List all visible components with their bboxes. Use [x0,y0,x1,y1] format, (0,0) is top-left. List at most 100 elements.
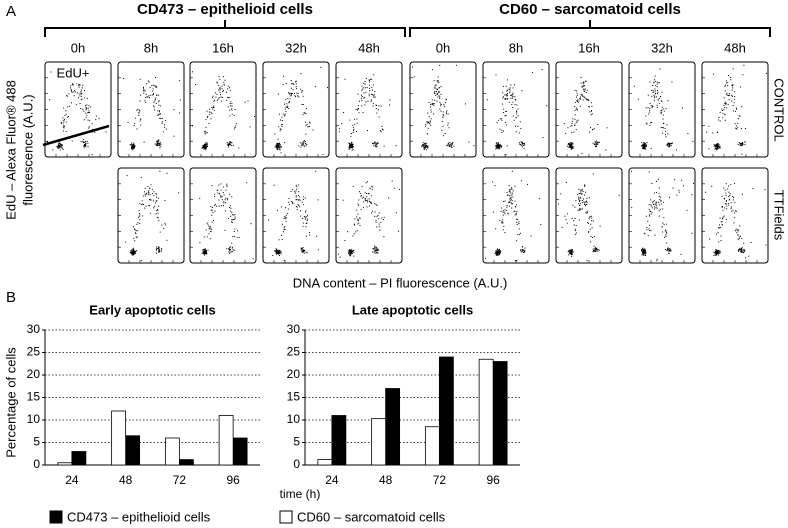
event-dot [412,66,413,68]
event-dot [646,123,648,125]
event-dot [745,128,746,130]
flow-panel [262,61,330,158]
event-dot [366,193,368,194]
event-dot [434,85,436,87]
event-dot [668,144,670,146]
event-dot [143,86,144,88]
event-dot [654,75,656,77]
event-dot [507,213,509,215]
event-dot [515,206,517,208]
event-dot [606,127,608,129]
event-dot [643,146,645,148]
event-dot [145,205,147,207]
event-dot [141,200,143,202]
event-dot [668,143,670,145]
event-dot [592,220,594,222]
event-dot [502,214,504,216]
event-dot [87,119,89,121]
event-dot [513,84,515,86]
event-dot [715,255,717,257]
event-dot [348,253,350,255]
event-dot [155,200,157,202]
event-dot [85,143,87,145]
event-dot [654,88,656,90]
event-dot [719,217,721,219]
event-dot [705,191,707,193]
event-dot [570,250,572,252]
event-dot [159,105,161,107]
event-dot [192,125,193,127]
event-dot [87,112,89,114]
event-dot [359,191,360,193]
event-dot [740,250,742,252]
event-dot [649,230,651,231]
event-dot [492,211,494,213]
event-dot [80,99,82,101]
event-dot [737,238,739,240]
event-dot [277,138,279,140]
event-dot [507,212,509,214]
x-tick-label: 72 [173,473,187,487]
event-dot [730,76,732,78]
event-dot [50,71,52,73]
event-dot [161,224,163,226]
event-dot [160,145,162,147]
event-dot [129,144,131,146]
event-dot [504,209,506,211]
event-dot [211,185,213,187]
flow-panel [701,61,769,158]
event-dot [218,184,220,186]
event-dot [596,140,598,142]
event-dot [731,84,733,86]
event-dot [283,75,285,77]
event-dot [349,251,351,253]
event-dot [138,109,140,111]
event-dot [674,179,676,181]
event-dot [646,142,648,144]
event-dot [644,142,646,144]
event-dot [642,147,644,149]
event-dot [506,95,508,97]
event-dot [74,90,76,92]
event-dot [654,208,656,210]
event-dot [590,241,591,243]
event-dot [503,201,505,202]
event-dot [717,144,719,146]
event-dot [338,131,340,133]
event-dot [285,214,287,216]
event-dot [448,145,450,147]
event-dot [667,133,669,135]
event-dot [505,93,507,95]
event-dot [732,209,734,211]
event-dot [370,99,372,101]
event-dot [572,118,574,120]
event-dot [355,231,357,233]
event-dot [273,184,275,186]
event-dot [718,252,720,254]
event-dot [369,90,371,92]
event-dot [669,250,671,252]
event-dot [234,218,236,220]
event-dot [283,259,285,261]
event-dot [644,248,646,250]
event-dot [435,87,437,89]
event-dot [154,85,156,87]
event-dot [642,254,644,255]
event-dot [80,91,82,93]
event-dot [586,201,588,203]
event-dot [78,83,80,85]
event-dot [142,195,144,197]
event-dot [228,97,230,99]
event-dot [56,146,58,148]
event-dot [143,141,145,143]
event-dot [514,104,516,106]
event-dot [643,253,645,255]
event-dot [156,196,158,198]
event-dot [353,146,354,148]
event-dot [304,143,306,145]
event-dot [582,86,584,88]
event-dot [569,143,571,145]
event-dot [80,93,82,95]
event-dot [133,125,135,127]
event-dot [203,148,205,150]
